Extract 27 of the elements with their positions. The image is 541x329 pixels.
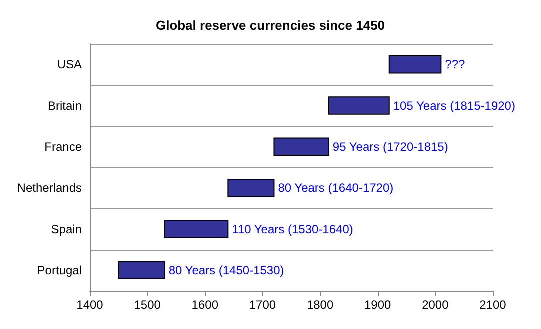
bar — [164, 220, 229, 238]
x-tick-label: 1400 — [76, 298, 104, 312]
y-tick-label: Britain — [48, 98, 82, 113]
bar — [118, 261, 166, 280]
x-tick-label: 1700 — [249, 298, 276, 312]
x-tick-label: 1600 — [192, 298, 219, 312]
data-label: 110 Years (1530-1640) — [232, 222, 354, 236]
y-tick-label: USA — [57, 58, 82, 72]
bar — [328, 96, 390, 115]
y-tick-label: Portugal — [37, 263, 82, 278]
bar — [388, 55, 442, 74]
data-label: 80 Years (1640-1720) — [278, 181, 394, 196]
y-tick-label: Netherlands — [17, 181, 82, 196]
y-tick-label: Spain — [51, 222, 82, 236]
x-tick-label: 1900 — [364, 298, 392, 312]
x-tick-label: 2100 — [480, 298, 507, 312]
data-label: 105 Years (1815-1920) — [393, 98, 516, 113]
y-tick-label: France — [44, 140, 82, 154]
bar — [228, 178, 275, 198]
data-label: ??? — [445, 58, 466, 72]
bar — [274, 138, 330, 156]
x-tick-label: 1500 — [134, 298, 162, 312]
data-label: 95 Years (1720-1815) — [332, 140, 448, 154]
chart-title: Global reserve currencies since 1450 — [156, 18, 386, 33]
x-tick-label: 2000 — [422, 298, 450, 312]
x-tick-label: 1800 — [306, 298, 334, 312]
data-label: 80 Years (1450-1530) — [168, 263, 284, 278]
